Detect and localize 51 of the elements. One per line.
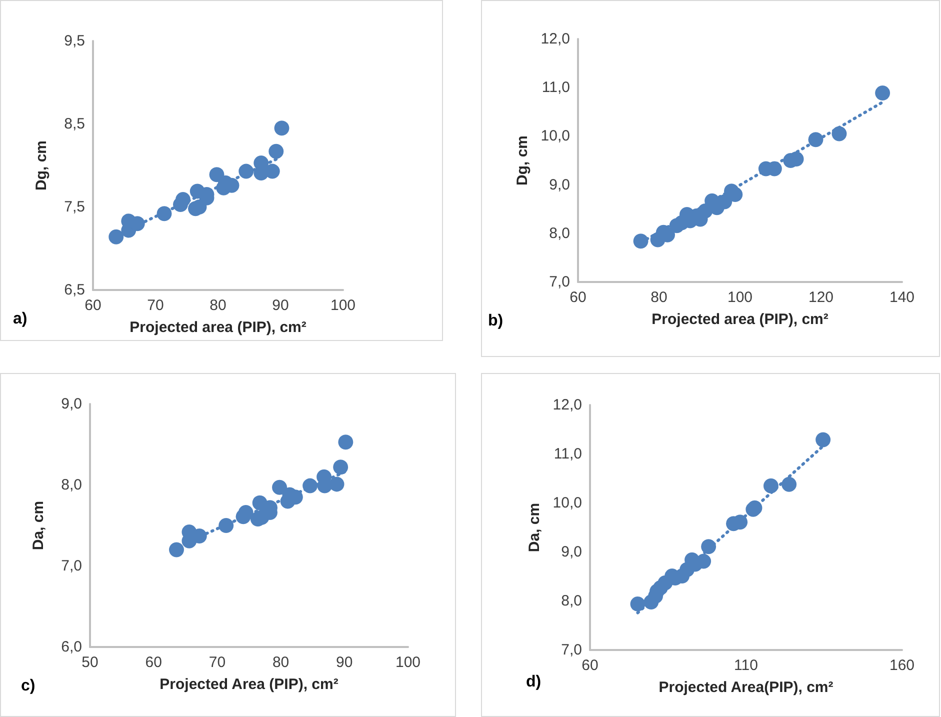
x-tick-label: 50: [82, 654, 98, 671]
y-axis-title: Dg, cm: [33, 140, 50, 191]
x-axis-title: Projected area (PIP), cm²: [652, 311, 828, 328]
y-tick-label: 9,0: [549, 176, 570, 194]
y-tick-label: 12,0: [540, 30, 570, 48]
x-axis-title: Projected Area (PIP), cm²: [160, 676, 338, 693]
x-tick-label: 80: [272, 654, 290, 671]
x-tick-label: 70: [147, 297, 164, 314]
y-tick-label: 8,5: [64, 116, 85, 132]
y-axis-title: Da, cm: [30, 500, 47, 550]
y-tick-label: 7,0: [61, 558, 82, 574]
y-tick-label: 6,5: [64, 282, 85, 298]
y-tick-label: 6,0: [61, 638, 82, 656]
x-tick-label: 70: [208, 654, 226, 671]
text: c): [21, 678, 36, 694]
text: a): [13, 310, 28, 328]
y-tick-label: 10,0: [540, 128, 570, 145]
y-axis-title: Dg, cm: [514, 135, 531, 186]
x-tick-label: 100: [330, 297, 356, 314]
y-tick-label: 11,0: [542, 79, 570, 96]
x-tick-label: 100: [395, 654, 421, 671]
x-tick-label: 60: [570, 289, 586, 306]
x-axis-title: Projected area (PIP), cm²: [130, 319, 306, 336]
x-tick-label: 60: [84, 297, 102, 314]
text: d): [526, 674, 542, 690]
y-tick-label: 9,0: [561, 544, 582, 560]
y-tick-label: 8,0: [549, 224, 570, 242]
y-tick-label: 12,0: [552, 396, 582, 414]
y-tick-label: 9,5: [64, 32, 85, 50]
x-tick-label: 80: [650, 289, 668, 306]
y-tick-label: 7,0: [549, 274, 570, 290]
x-tick-label: 140: [889, 289, 915, 306]
y-tick-label: 10,0: [552, 494, 582, 512]
x-tick-label: 100: [727, 289, 753, 306]
y-axis-title: Da, cm: [526, 502, 543, 552]
x-tick-label: 60: [145, 654, 162, 671]
y-tick-label: 7,0: [561, 642, 582, 658]
x-tick-label: 120: [808, 289, 834, 306]
x-tick-label: 160: [889, 657, 915, 674]
x-tick-label: 80: [210, 297, 226, 314]
x-tick-label: 110: [734, 657, 758, 674]
x-tick-label: 90: [336, 654, 353, 671]
x-tick-label: 60: [582, 657, 598, 674]
y-tick-label: 8,0: [61, 476, 82, 494]
x-tick-label: 90: [272, 297, 289, 314]
y-tick-label: 9,0: [61, 396, 82, 412]
y-tick-label: 11,0: [554, 446, 582, 462]
y-tick-label: 7,5: [64, 198, 85, 216]
text: b): [488, 312, 504, 330]
y-tick-label: 8,0: [561, 592, 582, 610]
x-axis-title: Projected Area(PIP), cm²: [658, 679, 834, 696]
